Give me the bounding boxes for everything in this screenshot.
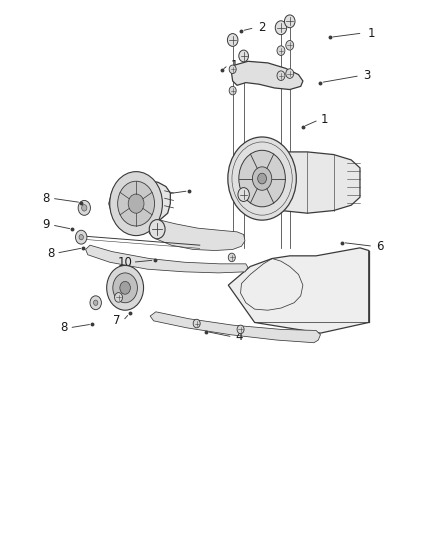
Circle shape [237, 325, 244, 334]
Circle shape [238, 150, 285, 207]
Circle shape [120, 281, 130, 294]
Polygon shape [109, 180, 170, 224]
Circle shape [227, 34, 237, 46]
Circle shape [276, 46, 284, 55]
Circle shape [128, 194, 144, 213]
Circle shape [93, 300, 98, 305]
Circle shape [106, 265, 143, 310]
Circle shape [113, 273, 137, 303]
Polygon shape [149, 220, 244, 251]
Circle shape [238, 50, 248, 62]
Circle shape [229, 86, 236, 95]
Circle shape [257, 173, 266, 184]
Text: 1: 1 [230, 59, 238, 71]
Polygon shape [267, 152, 359, 213]
Circle shape [78, 200, 90, 215]
Circle shape [275, 21, 286, 35]
Text: 8: 8 [42, 192, 49, 205]
Circle shape [227, 137, 296, 220]
Circle shape [237, 188, 249, 201]
Text: 1: 1 [366, 27, 374, 39]
Circle shape [90, 296, 101, 310]
Polygon shape [228, 248, 368, 333]
Text: 3: 3 [362, 69, 369, 82]
Text: 7: 7 [112, 314, 120, 327]
Text: 4: 4 [235, 330, 243, 343]
Polygon shape [150, 312, 320, 343]
Circle shape [252, 167, 271, 190]
Text: 8: 8 [60, 321, 67, 334]
Circle shape [229, 65, 236, 74]
Circle shape [285, 41, 293, 50]
Text: 5: 5 [152, 188, 159, 201]
Circle shape [276, 71, 284, 80]
Text: 9: 9 [42, 219, 50, 231]
Text: 1: 1 [320, 114, 328, 126]
Circle shape [228, 253, 235, 262]
Circle shape [193, 319, 200, 328]
Circle shape [75, 230, 87, 244]
Circle shape [117, 181, 154, 226]
Circle shape [110, 172, 162, 236]
Text: 10: 10 [117, 256, 132, 269]
Circle shape [149, 220, 165, 239]
Circle shape [284, 15, 294, 28]
Circle shape [114, 293, 122, 302]
Text: 8: 8 [47, 247, 54, 260]
Circle shape [81, 205, 87, 211]
Polygon shape [85, 245, 247, 273]
Circle shape [285, 69, 293, 78]
Text: 2: 2 [257, 21, 265, 34]
Text: 6: 6 [375, 240, 383, 253]
Circle shape [79, 235, 83, 240]
Polygon shape [231, 61, 302, 90]
